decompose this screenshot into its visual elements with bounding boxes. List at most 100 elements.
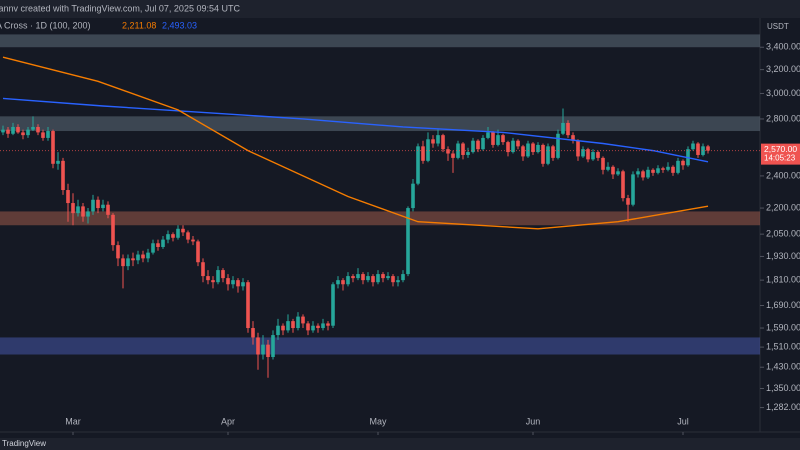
candle-body [41, 132, 45, 138]
header-bar [0, 0, 800, 18]
candle-body [211, 280, 215, 283]
countdown: 14:05:23 [764, 154, 796, 163]
candle-body [46, 131, 50, 138]
candle-body [411, 183, 415, 209]
candle-body [106, 204, 110, 215]
candle-body [206, 276, 210, 281]
candle-body [256, 337, 260, 355]
candle-body [101, 204, 105, 209]
footer-bar [0, 438, 800, 450]
candle-body [646, 169, 650, 178]
candle-body [296, 316, 300, 329]
candle-body [496, 135, 500, 145]
y-tick-label: 1,510.00 [766, 341, 800, 351]
candle-body [346, 276, 350, 285]
candle-body [656, 168, 660, 173]
y-tick-label: 2,400.00 [766, 170, 800, 180]
candle-body [691, 143, 695, 150]
zone [0, 34, 760, 48]
candle-body [126, 258, 130, 267]
y-tick-label: 2,200.00 [766, 202, 800, 212]
candle-body [321, 323, 325, 329]
candle-body [221, 270, 225, 279]
candle-body [516, 140, 520, 147]
candle-body [51, 131, 55, 164]
candle-body [366, 276, 370, 281]
candle-body [96, 199, 100, 209]
candle-body [141, 254, 145, 259]
candle-body [586, 149, 590, 160]
legend-value: 2,493.03 [162, 20, 197, 30]
candle-body [446, 149, 450, 154]
candle-body [621, 171, 625, 199]
candle-body [276, 325, 280, 336]
y-tick-label: 3,200.00 [766, 64, 800, 74]
plot-area: 3,400.00 3,200.00 3,000.00 2,800.00 2,400.00… [0, 34, 800, 435]
candle-body [706, 146, 710, 151]
candle-body [316, 325, 320, 329]
candle-body [76, 206, 80, 214]
candle-body [641, 171, 645, 178]
candle-body [341, 280, 345, 285]
candle-body [301, 316, 305, 324]
candle-body [331, 284, 335, 326]
candle-body [376, 274, 380, 283]
candle-body [91, 199, 95, 212]
candle-body [121, 258, 125, 267]
candle-body [136, 254, 140, 261]
candle-body [171, 234, 175, 238]
candle-body [406, 208, 410, 275]
candle-body [651, 169, 655, 173]
candle-body [336, 280, 340, 285]
candle-body [151, 243, 155, 253]
candle-body [246, 282, 250, 329]
candle-body [441, 135, 445, 150]
candle-body [611, 166, 615, 175]
x-tick-label: Mar [65, 416, 81, 426]
zone [0, 116, 760, 132]
candle-body [181, 228, 185, 233]
y-tick-label: 1,350.00 [766, 383, 800, 393]
candle-body [676, 160, 680, 173]
candle-body [116, 245, 120, 259]
indicator-name: A Cross · 1D (100, 200) [0, 20, 91, 30]
candle-body [261, 344, 265, 355]
candle-body [566, 122, 570, 136]
candle-body [556, 133, 560, 158]
candle-body [191, 239, 195, 242]
candle-body [626, 198, 630, 205]
candle-body [681, 160, 685, 166]
candle-body [266, 344, 270, 358]
y-tick-label: 1,430.00 [766, 362, 800, 372]
y-tick-label: 1,930.00 [766, 251, 800, 261]
candle-body [6, 129, 10, 134]
candle-body [306, 323, 310, 331]
candle-body [146, 252, 150, 259]
candle-body [471, 140, 475, 153]
y-tick-label: 1,690.00 [766, 300, 800, 310]
candle-body [31, 126, 35, 130]
x-tick-label: Apr [221, 416, 235, 426]
candle-body [571, 135, 575, 141]
candle-body [391, 276, 395, 283]
candle-body [241, 282, 245, 287]
candle-body [226, 278, 230, 285]
moving-average [2, 97, 709, 163]
candle-body [36, 126, 40, 133]
candle-body [1, 129, 5, 133]
candle-body [511, 140, 515, 153]
candle-body [201, 262, 205, 277]
candle-body [396, 280, 400, 283]
legend-value: 2,211.08 [122, 20, 156, 30]
y-tick-label: 3,400.00 [766, 42, 800, 52]
candle-body [176, 228, 180, 238]
currency-label: USDT [767, 22, 789, 31]
candle-body [576, 140, 580, 157]
y-tick-label: 1,590.00 [766, 322, 800, 332]
candle-body [456, 143, 460, 158]
candle-body [371, 276, 375, 283]
candle-body [531, 143, 535, 153]
candle-body [281, 325, 285, 331]
candle-body [436, 135, 440, 144]
